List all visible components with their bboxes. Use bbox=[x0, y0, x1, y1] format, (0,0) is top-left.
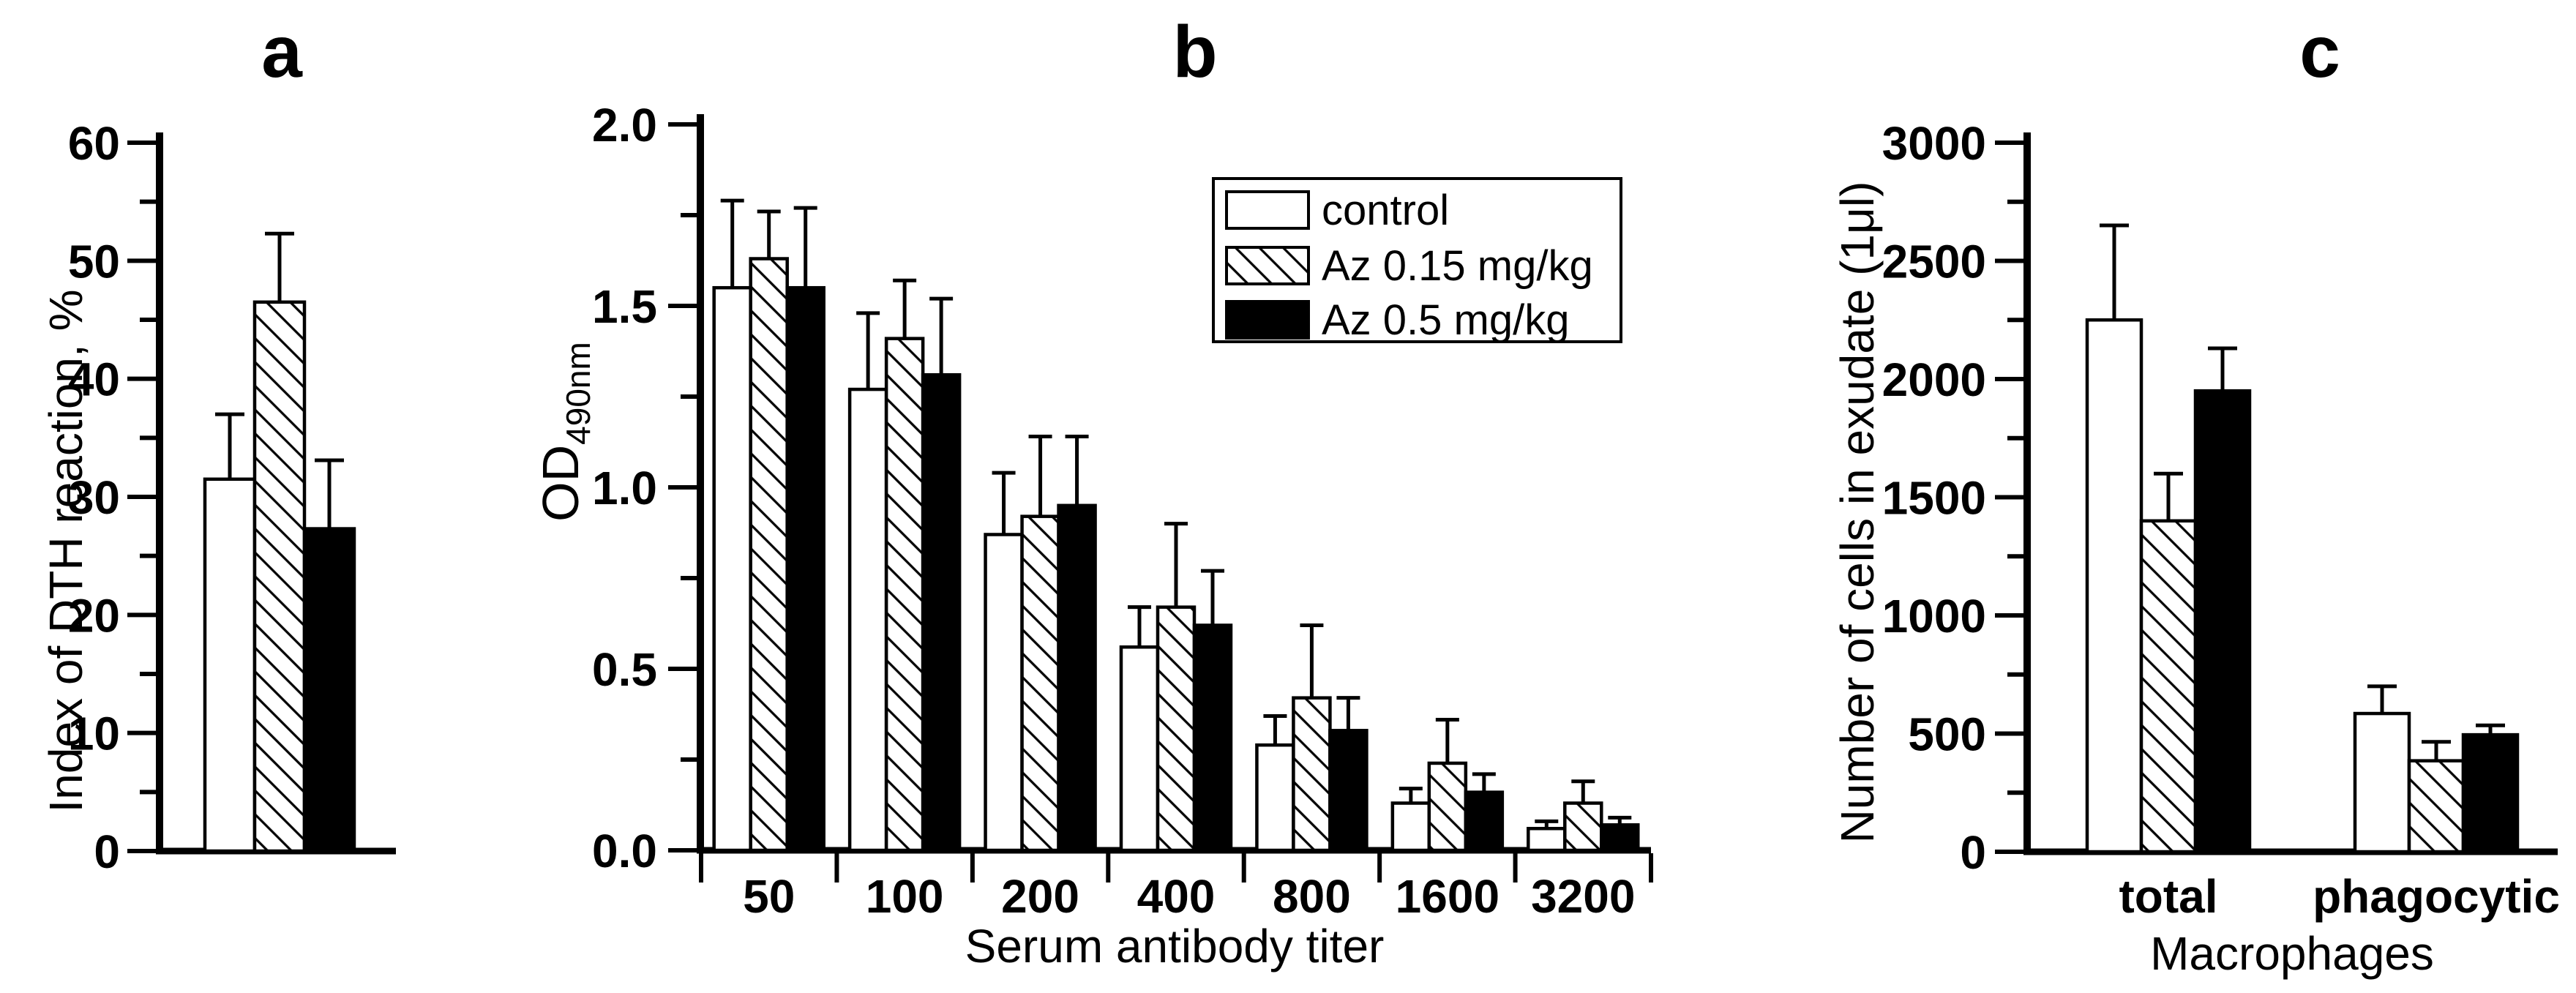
panel-b-x-axis-title: Serum antibody titer bbox=[965, 920, 1385, 973]
legend: control Az 0.15 mg/kg Az 0.5 mg/kg bbox=[1212, 177, 1622, 344]
bar-b-hatch-200 bbox=[1020, 514, 1060, 853]
legend-item-az-015: Az 0.15 mg/kg bbox=[1225, 242, 1593, 290]
bar-c-hatch-phagocytic bbox=[2407, 759, 2465, 854]
y-tick-label-b: 1.0 bbox=[592, 462, 657, 514]
y-tick-label-a: 30 bbox=[68, 471, 120, 524]
panel-b: 0.0 0.5 1.0 1.5 2.0 50 100 200 400 800 1600 3200 bbox=[592, 99, 1654, 923]
bar-b-hatch-1600 bbox=[1427, 761, 1468, 853]
y-tick-label-c: 1000 bbox=[1882, 590, 1986, 642]
panel-c-x-axis-title: Macrophages bbox=[2150, 927, 2434, 980]
bar-b-black-3200 bbox=[1600, 823, 1640, 853]
legend-swatch-az-05 bbox=[1225, 300, 1310, 340]
bar-b-hatch-3200 bbox=[1563, 801, 1603, 853]
bar-c-black-total bbox=[2193, 389, 2252, 854]
legend-swatch-az-015 bbox=[1225, 246, 1310, 285]
bar-b-white-1600 bbox=[1390, 801, 1431, 853]
bar-a-hatch-group bbox=[252, 300, 307, 853]
panel-c: 0 500 1000 1500 2000 2500 3000 total phagocytic bbox=[1882, 117, 2560, 923]
bar-b-black-200 bbox=[1057, 503, 1097, 853]
panel-a: 0 10 20 30 40 50 60 bbox=[68, 117, 396, 878]
panel-a-title: a bbox=[261, 11, 303, 93]
y-tick-label-c: 500 bbox=[1908, 708, 1986, 761]
x-category-label-b: 400 bbox=[1137, 870, 1216, 923]
x-category-label-b: 800 bbox=[1273, 870, 1351, 923]
legend-item-az-05: Az 0.5 mg/kg bbox=[1225, 296, 1569, 344]
bar-a-black-group bbox=[302, 527, 356, 853]
y-tick-label-b: 0.5 bbox=[592, 643, 657, 696]
panel-b-y-axis-title: OD490nm bbox=[532, 342, 597, 522]
bar-b-white-3200 bbox=[1527, 826, 1567, 853]
legend-swatch-control bbox=[1225, 190, 1310, 230]
bar-b-black-100 bbox=[921, 372, 962, 853]
y-tick-label-a: 60 bbox=[68, 117, 120, 170]
y-tick-label-a: 20 bbox=[68, 589, 120, 642]
bar-b-black-1600 bbox=[1464, 790, 1505, 853]
y-tick-label-c: 2000 bbox=[1882, 353, 1986, 406]
y-tick-label-c: 0 bbox=[1960, 826, 1986, 879]
x-category-label-c: phagocytic bbox=[2313, 870, 2560, 923]
y-tick-label-c: 3000 bbox=[1882, 117, 1986, 170]
x-category-label-b: 200 bbox=[1001, 870, 1079, 923]
y-tick-label-c: 2500 bbox=[1882, 236, 1986, 288]
bar-b-white-800 bbox=[1255, 743, 1295, 853]
legend-label-az-015: Az 0.15 mg/kg bbox=[1322, 242, 1593, 290]
bar-c-white-total bbox=[2085, 318, 2143, 854]
x-category-label-b: 50 bbox=[743, 870, 795, 923]
x-category-label-b: 3200 bbox=[1531, 870, 1635, 923]
bar-b-hatch-400 bbox=[1156, 605, 1197, 853]
y-tick-label-a: 50 bbox=[68, 235, 120, 288]
panel-a-y-axis-title: Index of DTH reaction, % bbox=[40, 290, 92, 813]
panel-c-y-axis-title: Number of cells in exudate (1μl) bbox=[1831, 181, 1884, 844]
bar-b-hatch-800 bbox=[1292, 696, 1332, 853]
od-label-base: OD bbox=[532, 445, 589, 522]
bar-b-white-400 bbox=[1119, 645, 1160, 853]
y-tick-label-a: 10 bbox=[68, 708, 120, 760]
legend-label-control: control bbox=[1322, 187, 1449, 234]
y-tick-label-b: 1.5 bbox=[592, 280, 657, 333]
legend-label-az-05: Az 0.5 mg/kg bbox=[1322, 296, 1569, 344]
bar-a-white-group bbox=[203, 477, 257, 853]
bar-b-white-200 bbox=[984, 533, 1024, 853]
y-tick-label-a: 0 bbox=[94, 825, 120, 878]
bar-c-black-phagocytic bbox=[2461, 732, 2520, 854]
bar-b-white-100 bbox=[847, 387, 888, 853]
legend-item-control: control bbox=[1225, 187, 1449, 234]
bar-b-black-50 bbox=[785, 285, 825, 853]
x-category-label-c: total bbox=[2119, 870, 2217, 923]
bar-c-hatch-total bbox=[2139, 519, 2198, 854]
bar-c-white-phagocytic bbox=[2353, 711, 2411, 854]
chart-render-layer: 0 10 20 30 40 50 60 0.0 0.5 1.0 1.5 2.0 50 100 200 400 8… bbox=[68, 99, 2560, 923]
bar-b-black-400 bbox=[1192, 623, 1233, 853]
bar-b-hatch-50 bbox=[749, 257, 789, 853]
x-category-label-b: 1600 bbox=[1396, 870, 1499, 923]
y-tick-label-a: 40 bbox=[68, 353, 120, 406]
y-tick-label-b: 0.0 bbox=[592, 825, 657, 877]
y-tick-label-b: 2.0 bbox=[592, 99, 657, 151]
x-category-label-b: 100 bbox=[866, 870, 944, 923]
panel-c-title: c bbox=[2299, 11, 2340, 93]
y-tick-label-c: 1500 bbox=[1882, 472, 1986, 525]
panel-b-title: b bbox=[1172, 11, 1217, 93]
od-label-subscript: 490nm bbox=[559, 342, 597, 445]
bar-b-white-50 bbox=[712, 285, 752, 853]
bar-b-hatch-100 bbox=[884, 337, 925, 853]
bar-b-black-800 bbox=[1328, 729, 1368, 853]
